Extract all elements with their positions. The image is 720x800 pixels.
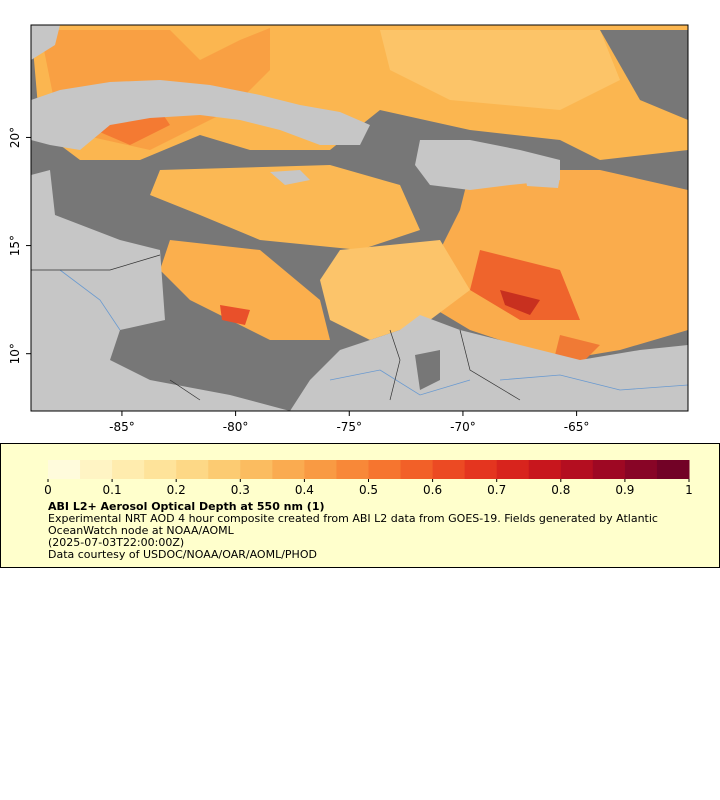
y-tick-label: 10° [8, 343, 22, 364]
y-tick-label: 15° [8, 235, 22, 256]
colorbar-tick-label: 0.6 [423, 483, 442, 497]
colorbar-cell [624, 460, 658, 479]
x-tick-label: -65° [564, 420, 590, 434]
colorbar-cell [144, 460, 177, 479]
legend-time: (2025-07-03T22:00:00Z) [48, 536, 185, 549]
map-frame [30, 24, 689, 412]
colorbar-tick-label: 0.8 [551, 483, 570, 497]
map: -85° -80° -75° -70° -65° 10° 15° 20° [8, 24, 689, 434]
colorbar-tick-label: 0.2 [167, 483, 186, 497]
x-tick-label: -85° [109, 420, 135, 434]
colorbar-cell [176, 460, 209, 479]
colorbar-cell [80, 460, 113, 479]
map-image [31, 25, 688, 411]
colorbar-cell [464, 460, 498, 479]
legend-description: Experimental NRT AOD 4 hour composite cr… [48, 512, 658, 537]
colorbar-cell [368, 460, 402, 479]
colorbar-tick-label: 0.5 [359, 483, 378, 497]
colorbar-tick-label: 0.9 [615, 483, 634, 497]
colorbar-tick-label: 0 [44, 483, 52, 497]
colorbar-tick-label: 0.1 [103, 483, 122, 497]
colorbar-cell [240, 460, 273, 479]
legend: 0 0.1 0.2 0.3 0.4 0.5 0.6 0.7 0.8 0.9 1 ABI L2+ Ae… [0, 443, 720, 568]
colorbar-cell [592, 460, 626, 479]
colorbar-cell [272, 460, 305, 479]
colorbar-cell [304, 460, 337, 479]
colorbar-tick-label: 0.4 [295, 483, 314, 497]
colorbar-cell [336, 460, 369, 479]
colorbar-cell [208, 460, 241, 479]
colorbar: 0 0.1 0.2 0.3 0.4 0.5 0.6 0.7 0.8 0.9 1 [44, 460, 693, 497]
y-tick-label: 20° [8, 127, 22, 148]
colorbar-cell [656, 460, 690, 479]
colorbar-cell [528, 460, 562, 479]
legend-credit: Data courtesy of USDOC/NOAA/OAR/AOML/PHO… [48, 548, 317, 561]
colorbar-tick-label: 1 [685, 483, 693, 497]
x-tick-label: -75° [336, 420, 362, 434]
colorbar-tick-label: 0.3 [231, 483, 250, 497]
legend-text: ABI L2+ Aerosol Optical Depth at 550 nm … [48, 501, 693, 561]
colorbar-cell [496, 460, 530, 479]
colorbar-cell [112, 460, 145, 479]
colorbar-tick-label: 0.7 [487, 483, 506, 497]
colorbar-cell [400, 460, 434, 479]
x-tick-label: -70° [450, 420, 476, 434]
x-tick-label: -80° [223, 420, 249, 434]
colorbar-cell [432, 460, 466, 479]
colorbar-cell [48, 460, 81, 479]
colorbar-cell [560, 460, 594, 479]
legend-title: ABI L2+ Aerosol Optical Depth at 550 nm … [48, 500, 325, 513]
